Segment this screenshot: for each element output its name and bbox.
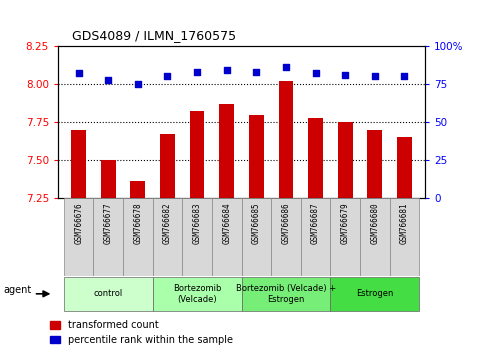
Bar — [397, 137, 412, 198]
Bar — [71, 130, 86, 198]
Point — [282, 64, 290, 70]
Text: GSM766685: GSM766685 — [252, 202, 261, 244]
Bar — [308, 118, 323, 198]
Text: GSM766684: GSM766684 — [222, 202, 231, 244]
Text: Bortezomib (Velcade) +
Estrogen: Bortezomib (Velcade) + Estrogen — [236, 284, 336, 303]
Text: GDS4089 / ILMN_1760575: GDS4089 / ILMN_1760575 — [72, 29, 237, 42]
Text: GSM766678: GSM766678 — [133, 202, 142, 244]
Bar — [360, 198, 389, 276]
Point — [193, 69, 201, 75]
Bar — [338, 122, 353, 198]
Point — [341, 72, 349, 78]
Bar — [212, 198, 242, 276]
Point — [400, 74, 408, 79]
Legend: transformed count, percentile rank within the sample: transformed count, percentile rank withi… — [46, 316, 237, 349]
Bar — [190, 112, 204, 198]
Bar — [242, 277, 330, 311]
Point — [134, 81, 142, 87]
Text: agent: agent — [3, 285, 31, 295]
Bar — [242, 198, 271, 276]
Text: GSM766677: GSM766677 — [104, 202, 113, 244]
Bar — [249, 115, 264, 198]
Point — [371, 74, 379, 79]
Text: GSM766679: GSM766679 — [341, 202, 350, 244]
Bar — [367, 130, 382, 198]
Bar — [219, 104, 234, 198]
Bar — [160, 134, 175, 198]
Point — [253, 69, 260, 75]
Text: Bortezomib
(Velcade): Bortezomib (Velcade) — [173, 284, 221, 303]
Point — [312, 70, 319, 76]
Text: control: control — [94, 289, 123, 298]
Bar — [271, 198, 301, 276]
Text: GSM766682: GSM766682 — [163, 202, 172, 244]
Bar — [94, 198, 123, 276]
Bar — [389, 198, 419, 276]
Bar — [279, 81, 293, 198]
Bar — [301, 198, 330, 276]
Text: GSM766680: GSM766680 — [370, 202, 379, 244]
Text: GSM766681: GSM766681 — [400, 202, 409, 244]
Text: GSM766676: GSM766676 — [74, 202, 83, 244]
Bar — [153, 277, 242, 311]
Bar — [330, 277, 419, 311]
Bar — [130, 182, 145, 198]
Bar — [123, 198, 153, 276]
Text: GSM766683: GSM766683 — [193, 202, 201, 244]
Bar — [153, 198, 182, 276]
Point — [164, 74, 171, 79]
Text: GSM766687: GSM766687 — [311, 202, 320, 244]
Bar — [330, 198, 360, 276]
Point — [223, 68, 230, 73]
Bar — [101, 160, 116, 198]
Bar — [64, 277, 153, 311]
Point — [75, 70, 83, 76]
Bar — [64, 198, 94, 276]
Text: Estrogen: Estrogen — [356, 289, 393, 298]
Bar — [182, 198, 212, 276]
Text: GSM766686: GSM766686 — [282, 202, 290, 244]
Point — [104, 77, 112, 82]
